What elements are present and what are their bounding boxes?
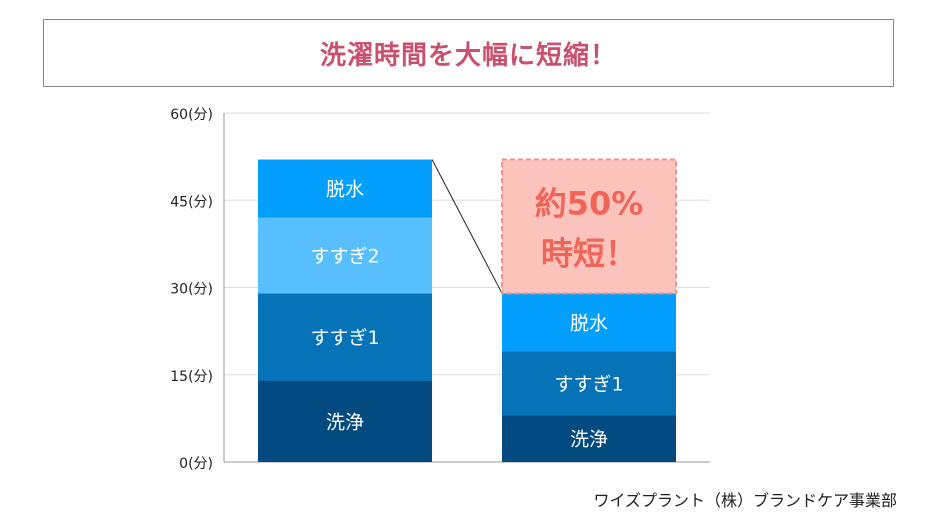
bar-segment-label: 洗浄 — [326, 411, 364, 433]
bar-segment — [258, 159, 432, 218]
y-tick-label: 0(分) — [179, 456, 213, 472]
bar-segment-label: すすぎ1 — [310, 327, 379, 349]
bar-segment-label: すすぎ2 — [310, 246, 379, 268]
reduction-callout-text: 時短！ — [541, 235, 637, 273]
bar-segment — [258, 217, 432, 294]
title-box: 洗濯時間を大幅に短縮！ — [43, 19, 894, 87]
bar-segment-label: 洗浄 — [570, 429, 608, 451]
bar-segment-label: 脱水 — [570, 312, 608, 334]
y-tick-label: 30(分) — [170, 282, 213, 298]
bar-segment-label: すすぎ1 — [554, 373, 623, 395]
y-tick-label: 45(分) — [170, 194, 213, 210]
page-title: 洗濯時間を大幅に短縮！ — [319, 40, 617, 71]
bar-segment — [258, 380, 432, 462]
bar-segment — [502, 293, 676, 352]
bar-segment — [502, 351, 676, 416]
reduction-callout-box — [501, 158, 677, 295]
bar-segment-label: 脱水 — [326, 179, 364, 201]
y-tick-label: 15(分) — [170, 369, 213, 385]
footer-company: ワイズプラント（株）ブランドケア事業部 — [593, 491, 897, 510]
connector-line — [431, 159, 503, 294]
reduction-callout-text: 約50% — [535, 185, 644, 223]
bar-segment — [502, 415, 676, 462]
y-tick-label: 60(分) — [170, 107, 213, 123]
bar-segment — [258, 293, 432, 381]
